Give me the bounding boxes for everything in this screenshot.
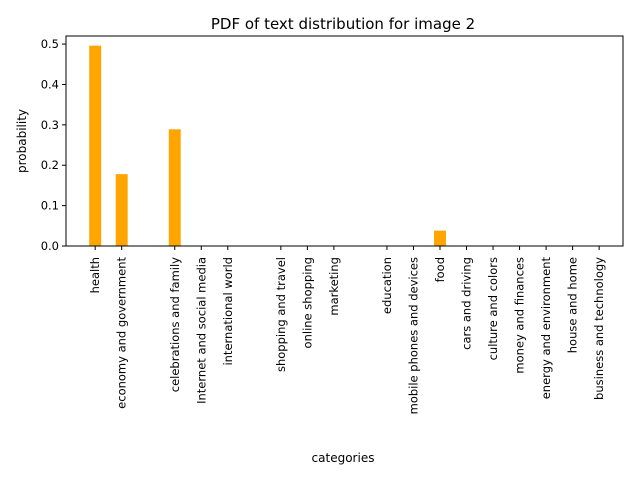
- x-tick-label-15: house and home: [566, 257, 580, 353]
- x-tick-label-1: economy and government: [115, 257, 129, 409]
- x-axis: health economy and government celebrations…: [88, 246, 606, 414]
- x-tick-label-11: cars and driving: [460, 257, 474, 350]
- x-tick-label-10: food: [433, 257, 447, 282]
- y-axis: 0.0 0.1 0.2 0.3 0.4 0.5: [41, 37, 66, 253]
- x-tick-label-3: Internet and social media: [194, 257, 208, 404]
- bar-1: [115, 174, 128, 246]
- y-tick-label-2: 0.2: [41, 158, 59, 172]
- x-axis-label: categories: [312, 451, 375, 465]
- y-tick-label-4: 0.4: [41, 77, 59, 91]
- y-tick-label-1: 0.1: [41, 199, 59, 213]
- bar-2: [168, 129, 181, 246]
- bars-layer: [89, 45, 446, 246]
- x-tick-label-14: energy and environment: [539, 257, 553, 400]
- bar-10: [434, 230, 446, 246]
- x-tick-label-13: money and finances: [513, 257, 527, 374]
- x-tick-label-0: health: [88, 257, 102, 293]
- x-tick-label-2: celebrations and family: [168, 257, 182, 392]
- bar-0: [89, 45, 102, 246]
- y-tick-label-0: 0.0: [41, 239, 59, 253]
- x-tick-label-6: online shopping: [300, 257, 314, 348]
- x-tick-label-9: mobile phones and devices: [406, 257, 420, 414]
- plot-frame: [65, 35, 624, 247]
- y-tick-label-5: 0.5: [41, 37, 59, 51]
- x-tick-label-8: education: [380, 257, 394, 314]
- y-tick-label-3: 0.3: [41, 118, 59, 132]
- x-tick-label-7: marketing: [327, 257, 341, 316]
- x-tick-label-5: shopping and travel: [274, 257, 288, 372]
- x-tick-label-12: culture and colors: [486, 257, 500, 360]
- chart-title: PDF of text distribution for image 2: [211, 15, 475, 33]
- x-tick-label-4: international world: [221, 257, 235, 366]
- x-tick-label-16: business and technology: [592, 257, 606, 400]
- y-axis-label: probability: [15, 109, 29, 173]
